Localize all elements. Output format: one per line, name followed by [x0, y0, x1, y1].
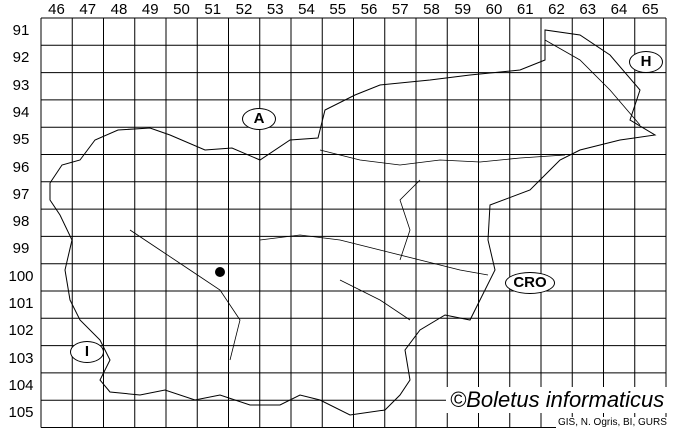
column-label: 54 [298, 1, 315, 18]
row-label: 96 [12, 158, 30, 176]
country-outline [49, 29, 657, 416]
row-label: 102 [8, 322, 34, 340]
column-label: 50 [173, 1, 190, 18]
column-label: 56 [360, 1, 378, 18]
column-label: 49 [141, 1, 159, 18]
row-label: 105 [8, 404, 34, 422]
column-label: 53 [266, 1, 284, 18]
occurrence-point [215, 267, 225, 277]
column-label: 64 [610, 1, 628, 18]
row-label: 93 [12, 76, 30, 94]
row-label: 104 [8, 376, 34, 394]
column-label: 58 [423, 1, 440, 18]
source-text: GIS, N. Ogris, BI, GURS [556, 417, 669, 428]
row-label: 91 [12, 22, 30, 39]
column-label: 55 [329, 1, 347, 18]
country-label-italy: I [70, 341, 104, 363]
column-label: 60 [485, 1, 503, 18]
column-label: 61 [516, 1, 534, 18]
row-label: 100 [8, 267, 34, 285]
column-label: 51 [204, 1, 222, 18]
column-label: 62 [548, 1, 565, 18]
row-label: 99 [12, 240, 30, 258]
country-label-croatia: CRO [505, 272, 555, 294]
column-label: 63 [579, 1, 597, 18]
column-label: 46 [48, 1, 65, 18]
column-label: 48 [110, 1, 128, 18]
column-label: 57 [391, 1, 409, 18]
country-label-austria: A [242, 108, 276, 130]
row-label: 97 [12, 185, 30, 203]
row-label: 92 [12, 49, 30, 67]
row-label: 94 [12, 103, 30, 121]
row-label: 101 [8, 295, 34, 312]
column-label: 59 [454, 1, 472, 18]
row-label: 95 [12, 131, 30, 149]
row-label: 98 [12, 213, 30, 231]
country-label-hungary: H [629, 51, 663, 73]
row-label: 103 [8, 349, 34, 367]
rivers [129, 39, 641, 361]
column-label: 47 [79, 1, 97, 18]
column-label: 52 [235, 1, 253, 18]
credit-text: ©Boletus informaticus [446, 387, 669, 413]
grid [40, 17, 667, 428]
column-label: 65 [641, 1, 659, 18]
